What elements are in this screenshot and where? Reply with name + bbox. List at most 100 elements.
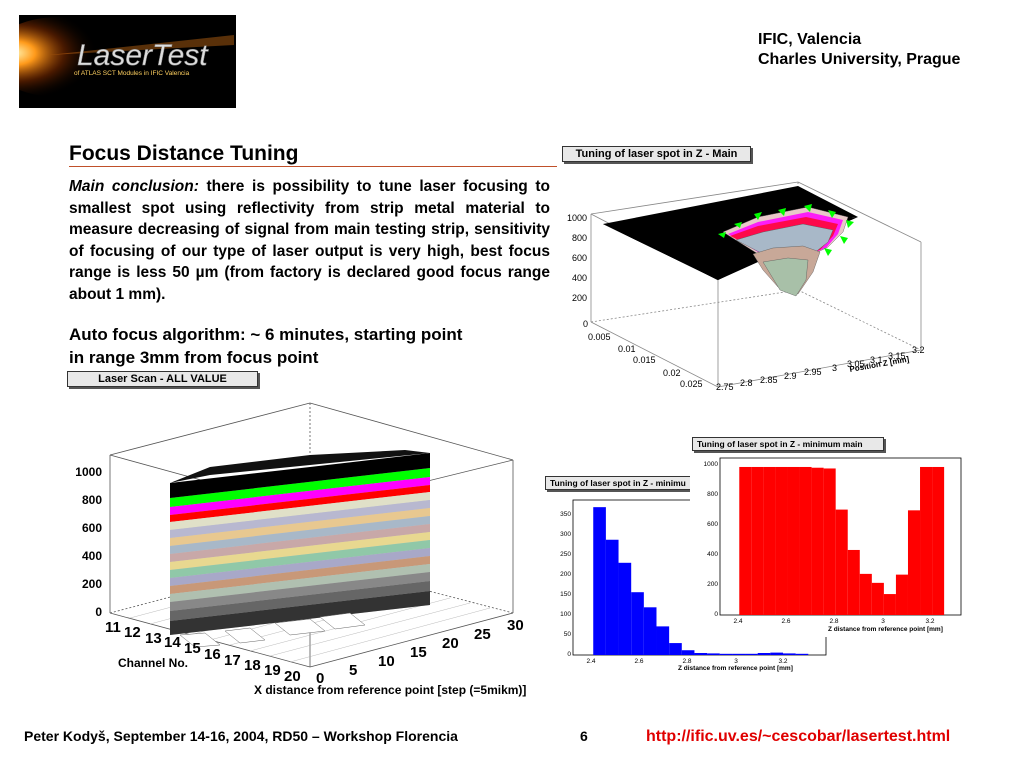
surface-x-tick: 3.2 (912, 345, 925, 355)
hist-blue-y-tick: 350 (560, 511, 571, 518)
conclusion-text: there is possibility to tune laser focus… (69, 178, 550, 303)
hist-red-y-tick: 600 (707, 521, 718, 528)
main-conclusion-paragraph: Main conclusion: there is possibility to… (69, 176, 550, 305)
affiliation-line1: IFIC, Valencia (758, 31, 862, 48)
logo-subtext: of ATLAS SCT Modules in IFIC Valencia (74, 70, 190, 77)
lego-channel-tick: 12 (124, 624, 141, 641)
lego-x-tick: 25 (474, 626, 491, 643)
surface-x-tick: 2.9 (784, 371, 797, 381)
lasertest-link[interactable]: http://ific.uv.es/~cescobar/lasertest.ht… (646, 728, 951, 745)
hist-red-bar (932, 466, 945, 615)
hist-blue-x-tick: 2.6 (634, 658, 643, 665)
footer-author: Peter Kodyš, September 14-16, 2004, RD50… (24, 728, 458, 744)
hist-red-bar (859, 573, 872, 615)
lego-plot: 1000 800 600 400 200 0 11 12 13 14 15 16… (75, 402, 526, 697)
hist-red-y-tick: 400 (707, 551, 718, 558)
hist-blue-label: Tuning of laser spot in Z - minimu (545, 476, 701, 490)
surface-y-tick: 0.02 (663, 368, 681, 378)
hist-blue-bar (631, 592, 644, 655)
lego-x-tick: 5 (349, 662, 357, 679)
hist-blue-y-tick: 150 (560, 591, 571, 598)
surface-x-tick: 3 (832, 363, 837, 373)
hist-blue-x-title: Z distance from reference point [mm] (678, 665, 793, 672)
surface-z-tick: 800 (572, 233, 587, 243)
hist-red-y-tick: 1000 (704, 461, 719, 468)
conclusion-label: Main conclusion: (69, 178, 199, 195)
lego-x-tick: 0 (316, 670, 324, 687)
lego-channel-tick: 20 (284, 668, 301, 685)
surface-z-tick: 1000 (567, 213, 587, 223)
hist-blue-bar (593, 507, 606, 655)
logo-graphic: LaserTest of ATLAS SCT Modules in IFIC V… (0, 15, 236, 108)
surface-z-tick: 400 (572, 273, 587, 283)
hist-blue-x-tick: 2.4 (586, 658, 595, 665)
lego-z-tick: 400 (82, 549, 102, 563)
surface-plot-label: Tuning of laser spot in Z - Main (562, 146, 751, 162)
hist-red-x-tick: 2.4 (733, 618, 742, 625)
surface-x-tick: 3.05 (847, 359, 865, 369)
surface-y-tick: 0.015 (633, 355, 656, 365)
hist-blue-bar (757, 653, 771, 655)
auto-focus-note: Auto focus algorithm: ~ 6 minutes, start… (69, 323, 559, 369)
lego-channel-tick: 11 (105, 619, 121, 636)
surface-x-tick: 2.75 (716, 382, 734, 392)
lego-plot-label: Laser Scan - ALL VALUE (67, 371, 258, 387)
lego-channel-tick: 13 (145, 630, 162, 647)
lego-channel-tick: 16 (204, 646, 221, 663)
hist-blue-bar (719, 653, 733, 655)
hist-blue-x-tick: 3.2 (778, 658, 787, 665)
hist-red-y-tick: 0 (714, 611, 718, 618)
lego-x-tick: 30 (507, 617, 524, 634)
hist-red-x-tick: 2.8 (829, 618, 838, 625)
surface-y-tick: 0 (583, 319, 588, 329)
hist-red-bar (920, 466, 933, 615)
hist-blue-bar (681, 650, 695, 655)
hist-blue-y-tick: 0 (567, 651, 571, 658)
surface-z-tick: 600 (572, 253, 587, 263)
hist-blue-bar (782, 653, 796, 655)
hist-red-bar (775, 466, 788, 615)
hist-blue-bar (656, 626, 670, 655)
hist-blue-bar (795, 653, 809, 655)
surface-x-tick: 2.8 (740, 378, 753, 388)
surface-x-tick: 3.15 (888, 351, 906, 361)
hist-blue-y-tick: 250 (560, 551, 571, 558)
hist-blue-bars (593, 507, 809, 655)
affiliation: IFIC, Valencia Charles University, Pragu… (758, 30, 960, 70)
hist-red-bar (739, 466, 752, 615)
hist-red-bar (799, 466, 812, 615)
hist-blue-bar (694, 653, 708, 655)
hist-red-bar (787, 466, 800, 615)
page-number: 6 (580, 728, 588, 744)
hist-red-bar (751, 466, 764, 615)
lego-z-tick: 600 (82, 521, 102, 535)
hist-red-x-tick: 2.6 (781, 618, 790, 625)
hist-red-chart: 1000 800 600 400 200 0 2.4 2.6 2.8 3 3.2… (690, 453, 980, 637)
lego-z-tick: 200 (82, 577, 102, 591)
hist-red-bars (739, 466, 945, 615)
surface-plot: 1000 800 600 400 200 0 0.005 0.01 0.015 … (567, 181, 925, 392)
slide-title: Focus Distance Tuning (69, 142, 299, 165)
hist-blue-chart: 350 300 250 200 150 100 50 0 2.4 2.6 2.8… (560, 499, 827, 672)
lego-z-tick: 800 (82, 493, 102, 507)
surface-x-tick: 2.95 (804, 367, 822, 377)
hist-red-x-tick: 3.2 (925, 618, 934, 625)
lego-channel-tick: 15 (184, 640, 201, 657)
lego-channel-tick: 14 (164, 634, 181, 651)
lego-channel-tick: 17 (224, 652, 241, 669)
hist-blue-y-tick: 200 (560, 571, 571, 578)
lego-channel-tick: 18 (244, 657, 261, 674)
lego-channel-tick: 19 (264, 662, 281, 679)
title-underline (69, 166, 557, 167)
hist-blue-bar (605, 539, 619, 655)
lego-x-tick: 15 (410, 644, 427, 661)
auto-focus-line2: in range 3mm from focus point (69, 348, 319, 367)
lego-z-tick: 0 (95, 605, 102, 619)
hist-red-bar (883, 594, 896, 615)
hist-red-x-tick: 3 (881, 618, 885, 625)
lasertest-logo: LaserTest of ATLAS SCT Modules in IFIC V… (0, 15, 236, 108)
logo-text: LaserTest (77, 39, 209, 72)
lego-channel-title: Channel No. (118, 656, 188, 670)
hist-red-bar (907, 510, 921, 615)
lego-block (170, 450, 430, 648)
